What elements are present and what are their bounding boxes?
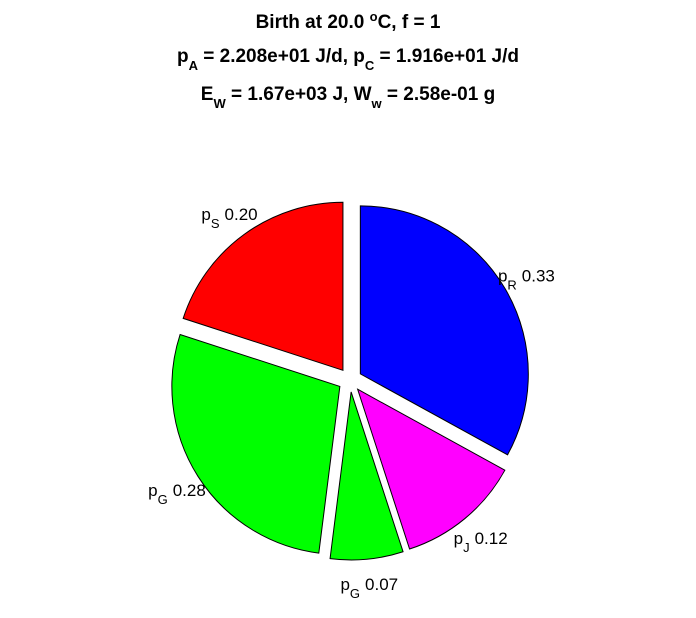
subscript: S: [211, 216, 220, 231]
slice-label: pR 0.33: [498, 267, 555, 293]
slice-label: pS 0.20: [201, 205, 257, 231]
text-part: E: [201, 84, 214, 105]
text-part: p: [454, 529, 463, 548]
text-part: = 1.916e+01 J/d: [374, 46, 519, 67]
subscript: G: [350, 586, 360, 601]
slice-label: pJ 0.12: [454, 529, 508, 555]
value-label: 0.20: [225, 205, 258, 224]
superscript: o: [370, 9, 378, 24]
text-part: Birth at 20.0: [256, 12, 370, 33]
slice-label: pG 0.07: [340, 575, 398, 601]
chart-title: pA = 2.208e+01 J/d, pC = 1.916e+01 J/d: [177, 46, 519, 73]
value-label: 0.07: [365, 575, 398, 594]
pie-slice: [182, 201, 344, 371]
pie-slice: [356, 388, 506, 550]
text-part: p: [177, 46, 189, 67]
value-label: 0.28: [173, 481, 206, 500]
subscript: A: [189, 58, 199, 73]
subscript: R: [507, 277, 516, 292]
slice-label: pG 0.28: [148, 481, 206, 507]
text-part: p: [498, 267, 507, 286]
text-part: = 2.208e+01 J/d, p: [198, 46, 365, 67]
chart-title: EW = 1.67e+03 J, Ww = 2.58e-01 g: [201, 84, 495, 111]
text-part: p: [340, 575, 349, 594]
text-part: p: [148, 481, 157, 500]
value-label: 0.12: [475, 529, 508, 548]
value-label: 0.33: [522, 267, 555, 286]
subscript: W: [213, 96, 226, 111]
subscript: w: [371, 96, 383, 111]
text-part: = 2.58e-01 g: [382, 84, 496, 105]
text-part: C, f = 1: [378, 12, 441, 33]
text-part: p: [201, 205, 210, 224]
pie-slice: [329, 391, 404, 561]
pie-slice: [359, 205, 529, 456]
subscript: J: [463, 539, 470, 554]
subscript: G: [158, 491, 168, 506]
subscript: C: [365, 58, 375, 73]
text-part: = 1.67e+03 J, W: [226, 84, 372, 105]
chart-title: Birth at 20.0 oC, f = 1: [256, 9, 441, 34]
pie-slice: [171, 333, 341, 554]
